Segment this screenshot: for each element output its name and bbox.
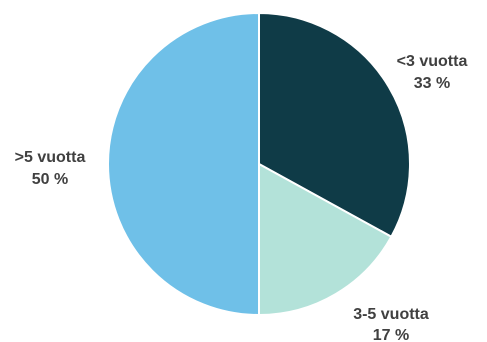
pie-slice-more-than-5 [107,11,260,317]
pie-slice-3-to-5 [258,162,393,317]
slice-value-less-than-3: 33 % [414,75,450,92]
pie-slice-less-than-3 [258,11,411,239]
label-3-to-5: 3-5 vuotta 17 % [353,306,429,342]
slice-label-more-than-5: >5 vuotta [15,149,86,166]
slice-label-less-than-3: <3 vuotta [397,53,468,70]
slice-value-more-than-5: 50 % [32,171,68,188]
slice-label-3-to-5: 3-5 vuotta [353,306,429,323]
slice-value-3-to-5: 17 % [373,327,409,342]
label-more-than-5: >5 vuotta 50 % [15,149,86,188]
pie-slices [107,11,411,317]
label-less-than-3: <3 vuotta 33 % [397,53,468,92]
